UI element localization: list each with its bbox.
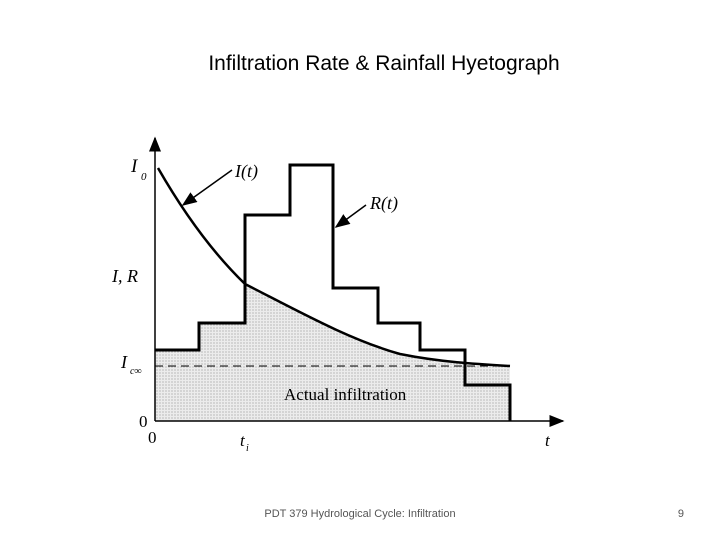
i0-subscript: 0 [141, 171, 147, 183]
x-zero-label: 0 [148, 428, 157, 447]
rainfall-hyetograph-line [155, 163, 512, 421]
slide-title: Infiltration Rate & Rainfall Hyetograph [208, 52, 560, 75]
i-r-axis-label: I, R [111, 266, 138, 286]
i0-label: I [130, 156, 139, 177]
y-zero-label: 0 [139, 412, 148, 431]
tp-label: t [240, 431, 246, 450]
actual-infiltration-label: Actual infiltration [284, 385, 407, 404]
i-of-t-pointer [181, 169, 233, 206]
actual-infiltration-area [155, 284, 510, 421]
i-of-t-label: I(t) [234, 161, 258, 182]
ic-label: I [120, 352, 128, 372]
ic-subscript: c∞ [130, 366, 142, 377]
slide-footer: PDT 379 Hydrological Cycle: Infiltration [264, 508, 456, 520]
page-number: 9 [677, 508, 684, 520]
t-axis-label: t [545, 431, 551, 450]
r-of-t-pointer [334, 204, 367, 228]
tp-subscript: i [246, 443, 249, 454]
r-of-t-label: R(t) [369, 193, 398, 214]
infiltration-curve [156, 167, 511, 368]
